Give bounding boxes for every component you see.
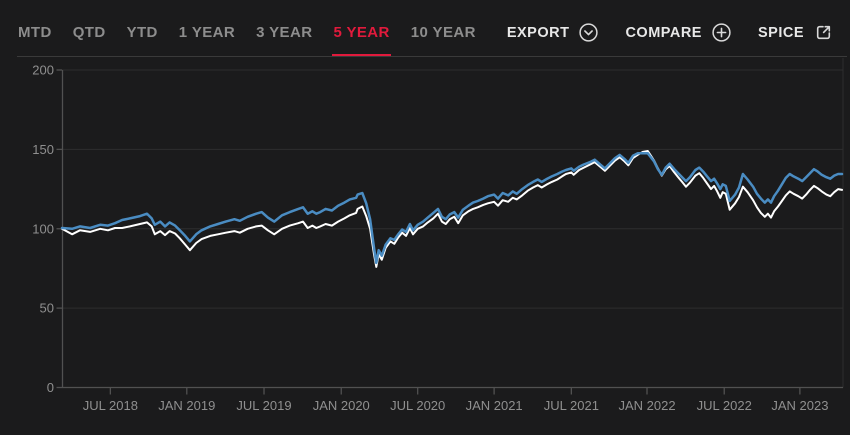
white-series-line: [61, 150, 843, 268]
period-tabs: MTD QTD YTD 1 YEAR 3 YEAR 5 YEAR 10 YEAR: [18, 8, 476, 57]
y-axis-label: 200: [32, 63, 54, 78]
x-axis-label: JAN 2022: [618, 398, 675, 413]
export-label: EXPORT: [506, 24, 570, 41]
tab-mtd[interactable]: MTD: [18, 8, 52, 57]
y-axis-label: 0: [47, 380, 54, 395]
external-link-icon: [816, 25, 831, 40]
export-button[interactable]: EXPORT: [507, 22, 600, 43]
x-axis-label: JAN 2023: [771, 398, 828, 413]
spice-label: SPICE: [757, 24, 804, 41]
toolbar-actions: EXPORT COMPARE SPICE: [507, 8, 834, 57]
x-axis-label: JUL 2018: [83, 398, 138, 413]
y-axis-label: 150: [32, 142, 54, 157]
tab-10-year[interactable]: 10 YEAR: [411, 8, 476, 57]
toolbar-divider: [17, 56, 847, 57]
tab-5-year[interactable]: 5 YEAR: [332, 8, 392, 57]
tab-qtd[interactable]: QTD: [73, 8, 106, 57]
chevron-down-circle-icon: [579, 23, 599, 42]
tab-3-year[interactable]: 3 YEAR: [256, 8, 312, 57]
blue-series-line: [60, 152, 844, 265]
x-axis-label: JUL 2022: [697, 398, 752, 413]
x-axis-label: JUL 2019: [236, 398, 291, 413]
x-axis-label: JAN 2021: [466, 398, 523, 413]
compare-label: COMPARE: [625, 24, 702, 41]
x-axis-label: JUL 2021: [544, 398, 599, 413]
plus-circle-icon: [712, 23, 731, 42]
spice-button[interactable]: SPICE: [758, 22, 834, 43]
compare-button[interactable]: COMPARE: [625, 22, 732, 43]
x-axis-label: JUL 2020: [390, 398, 445, 413]
tab-1-year[interactable]: 1 YEAR: [179, 8, 235, 57]
y-axis-label: 100: [32, 221, 54, 236]
x-axis-label: JAN 2019: [158, 398, 215, 413]
x-axis-label: JAN 2020: [313, 398, 370, 413]
tab-ytd[interactable]: YTD: [127, 8, 158, 57]
toolbar: MTD QTD YTD 1 YEAR 3 YEAR 5 YEAR 10 YEAR EXPOR…: [0, 0, 850, 57]
y-axis-label: 50: [40, 301, 54, 316]
